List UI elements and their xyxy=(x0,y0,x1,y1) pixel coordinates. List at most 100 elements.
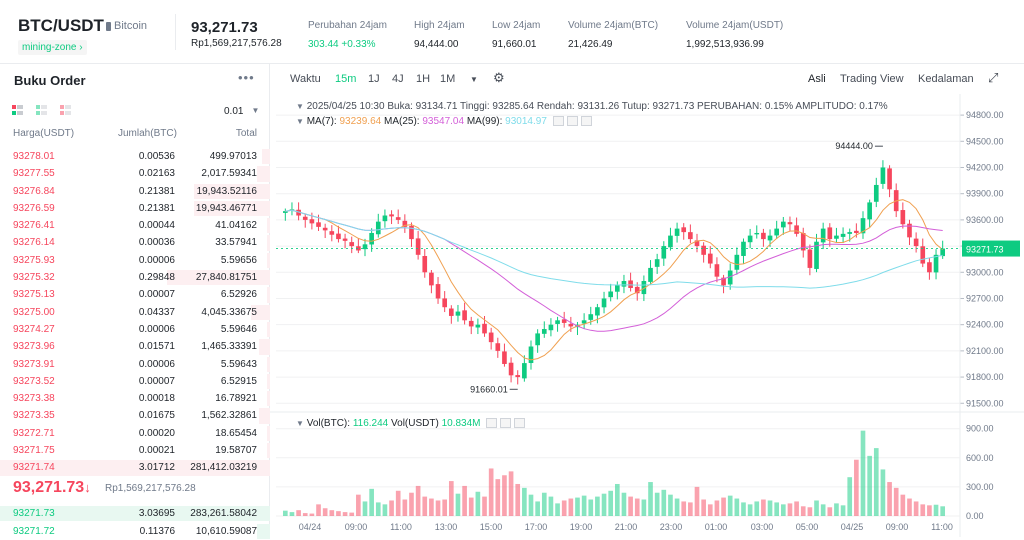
time-tick-label: 11:00 xyxy=(390,522,412,532)
time-tick-label: 05:00 xyxy=(796,522,819,532)
ask-row[interactable]: 93272.71 0.00020 18.65454 xyxy=(0,425,270,442)
bid-amount: 0.11376 xyxy=(139,526,175,537)
ask-row[interactable]: 93275.93 0.00006 5.59656 xyxy=(0,252,270,269)
candle-body xyxy=(860,218,866,234)
volume-bar xyxy=(356,494,361,516)
volume-bar xyxy=(448,481,454,516)
interval-1h[interactable]: 1H xyxy=(416,73,431,85)
ask-row[interactable]: 93276.41 0.00044 41.04162 xyxy=(0,217,270,234)
view-original[interactable]: Asli xyxy=(808,73,826,85)
price-tick-label: 91500.00 xyxy=(966,398,1004,408)
pair-name[interactable]: Bitcoin xyxy=(106,20,147,32)
hide-icon[interactable] xyxy=(486,418,498,429)
volume-bar xyxy=(362,501,368,516)
volume-bar xyxy=(714,500,720,516)
candle-body xyxy=(827,227,833,240)
ask-row[interactable]: 93276.14 0.00036 33.57941 xyxy=(0,234,270,251)
ask-row[interactable]: 93274.27 0.00006 5.59646 xyxy=(0,321,270,338)
interval-dropdown-icon[interactable]: ▼ xyxy=(470,75,478,84)
depth-bar xyxy=(267,391,270,407)
collapse-icon[interactable]: ▼ xyxy=(296,102,304,111)
price-chart[interactable]: 94800.00 94500.00 94200.00 93900.00 93600.00… xyxy=(270,94,1024,537)
volume-bar xyxy=(847,477,853,516)
stat-label: Volume 24jam(BTC) xyxy=(568,20,659,31)
view-bids-icon[interactable] xyxy=(36,105,47,115)
ask-total: 5.59656 xyxy=(220,254,257,266)
time-tick-label: 19:00 xyxy=(570,522,593,532)
ask-row[interactable]: 93275.32 0.29848 27,840.81751 xyxy=(0,269,270,286)
volume-tick-label: 900.00 xyxy=(966,424,994,434)
candle-body xyxy=(940,248,946,257)
collapse-icon[interactable]: ▼ xyxy=(296,117,304,126)
ask-total: 4,045.33675 xyxy=(201,306,257,318)
volume-bar xyxy=(780,504,786,516)
pair-symbol[interactable]: BTC/USDT xyxy=(18,16,104,35)
volume-bar xyxy=(807,507,813,516)
settings-icon[interactable] xyxy=(500,418,512,429)
ask-row[interactable]: 93271.75 0.00021 19.58707 xyxy=(0,442,270,459)
ask-row[interactable]: 93275.00 0.04337 4,045.33675 xyxy=(0,304,270,321)
collapse-icon[interactable]: ▼ xyxy=(296,419,304,428)
interval-15m[interactable]: 15m xyxy=(335,73,357,85)
volume-bar xyxy=(502,475,507,516)
ask-row[interactable]: 93275.13 0.00007 6.52926 xyxy=(0,286,270,303)
candle-body xyxy=(336,233,341,240)
volume-bar xyxy=(621,492,627,516)
depth-bar xyxy=(261,149,270,165)
volume-bar xyxy=(309,513,315,516)
chart-toolbar: Waktu 15m 1J 4J 1H 1M ▼ ⚙ Asli Trading V… xyxy=(278,64,1024,94)
ask-row[interactable]: 93278.01 0.00536 499.97013 xyxy=(0,148,270,165)
volume-bar xyxy=(767,500,773,516)
ask-price: 93276.14 xyxy=(13,237,55,249)
volume-bar xyxy=(375,502,381,516)
close-icon[interactable] xyxy=(514,418,526,429)
view-asks-icon[interactable] xyxy=(60,105,71,115)
ask-row[interactable]: 93277.55 0.02163 2,017.59341 xyxy=(0,165,270,182)
mining-zone-tag[interactable]: mining-zone › xyxy=(18,40,87,55)
expand-icon[interactable]: ⤢ xyxy=(988,70,999,85)
ask-total: 41.04162 xyxy=(215,220,257,232)
ma25-label: MA(25): xyxy=(383,116,420,127)
hide-icon[interactable] xyxy=(552,116,564,127)
stat-volume-btc: Volume 24jam(BTC) 21,426.49 xyxy=(568,20,658,50)
settings-icon[interactable] xyxy=(566,116,578,127)
interval-1j[interactable]: 1J xyxy=(368,73,380,85)
volume-bar xyxy=(382,504,388,516)
candle-body xyxy=(322,227,328,231)
ask-row[interactable]: 93273.96 0.01571 1,465.33391 xyxy=(0,338,270,355)
candle-body xyxy=(774,228,780,236)
ask-row[interactable]: 93271.74 3.01712 281,412.03219 xyxy=(0,459,270,476)
close-icon[interactable] xyxy=(580,116,592,127)
candle-body xyxy=(721,277,726,286)
gear-icon[interactable]: ⚙ xyxy=(493,70,505,85)
ask-total: 19,943.52116 xyxy=(196,185,257,197)
stat-label: Low 24jam xyxy=(492,20,541,31)
ask-total: 2,017.59341 xyxy=(201,168,257,180)
candle-body xyxy=(435,284,441,299)
ask-row[interactable]: 93276.59 0.21381 19,943.46771 xyxy=(0,200,270,217)
ask-amount: 0.00044 xyxy=(138,220,175,232)
interval-4j[interactable]: 4J xyxy=(392,73,404,85)
candle-body xyxy=(820,228,826,243)
bid-row[interactable]: 93271.73 3.03695 283,261.58042 xyxy=(0,505,270,522)
ask-row[interactable]: 93273.35 0.01675 1,562.32861 xyxy=(0,407,270,424)
volume-bar xyxy=(721,497,726,516)
candle-body xyxy=(661,246,667,259)
bid-row[interactable]: 93271.72 0.11376 10,610.59087 xyxy=(0,523,270,540)
ask-row[interactable]: 93273.52 0.00007 6.52915 xyxy=(0,373,270,390)
precision-select[interactable]: 0.01 ▼ xyxy=(224,106,259,117)
candle-body xyxy=(747,235,753,243)
interval-1m[interactable]: 1M xyxy=(440,73,456,85)
view-both-icon[interactable] xyxy=(12,105,23,115)
ask-row[interactable]: 93276.84 0.21381 19,943.52116 xyxy=(0,183,270,200)
view-depth[interactable]: Kedalaman xyxy=(918,73,974,85)
ask-total: 33.57941 xyxy=(215,237,257,249)
ask-row[interactable]: 93273.38 0.00018 16.78921 xyxy=(0,390,270,407)
candle-body xyxy=(568,323,574,327)
candle-body xyxy=(475,324,481,328)
ask-total: 6.52926 xyxy=(220,289,257,301)
time-label[interactable]: Waktu xyxy=(290,73,321,85)
view-tradingview[interactable]: Trading View xyxy=(840,73,904,85)
more-options-icon[interactable]: ••• xyxy=(238,70,255,85)
ask-row[interactable]: 93273.91 0.00006 5.59643 xyxy=(0,356,270,373)
